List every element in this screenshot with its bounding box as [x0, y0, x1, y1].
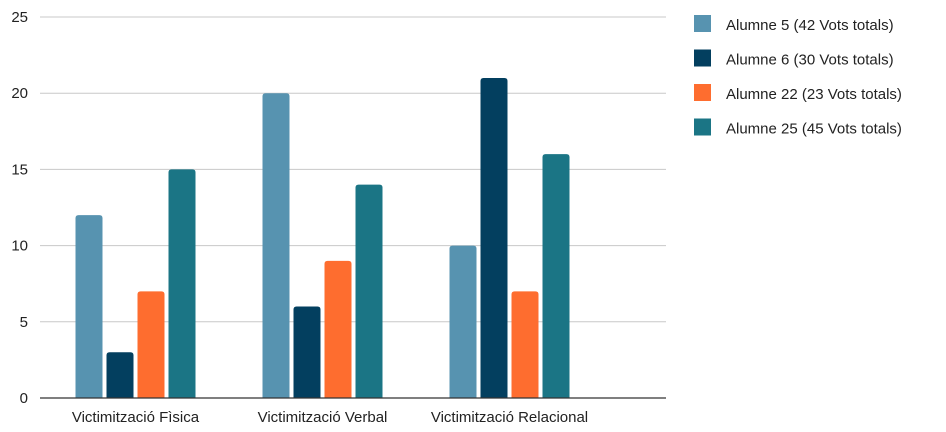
legend-label: Alumne 25 (45 Vots totals)	[726, 121, 902, 138]
bar	[137, 291, 165, 398]
x-tick-label: Victimització Fìsica	[72, 409, 200, 426]
bar	[106, 352, 134, 398]
legend-swatch	[694, 118, 711, 136]
y-tick-label: 20	[11, 85, 28, 102]
legend-swatch	[694, 15, 711, 32]
y-tick-label: 25	[11, 9, 28, 26]
bar	[542, 154, 570, 398]
legend-label: Alumne 22 (23 Vots totals)	[726, 86, 902, 103]
bar	[75, 215, 103, 398]
bar	[449, 245, 477, 398]
bar	[480, 77, 508, 399]
y-tick-label: 0	[20, 390, 28, 407]
bar	[355, 184, 383, 398]
legend-swatch	[694, 84, 711, 101]
bar	[262, 93, 290, 398]
y-tick-label: 5	[20, 314, 28, 331]
x-tick-label: Victimització Verbal	[258, 409, 388, 426]
legend-label: Alumne 6 (30 Vots totals)	[726, 52, 894, 69]
bar	[293, 306, 321, 398]
x-tick-label: Victimització Relacional	[431, 409, 588, 426]
y-tick-label: 10	[11, 238, 28, 255]
y-tick-label: 15	[11, 161, 28, 178]
bar	[168, 169, 196, 398]
bar	[511, 291, 539, 398]
bar	[324, 260, 352, 398]
legend-label: Alumne 5 (42 Vots totals)	[726, 17, 894, 34]
legend-swatch	[694, 49, 711, 67]
